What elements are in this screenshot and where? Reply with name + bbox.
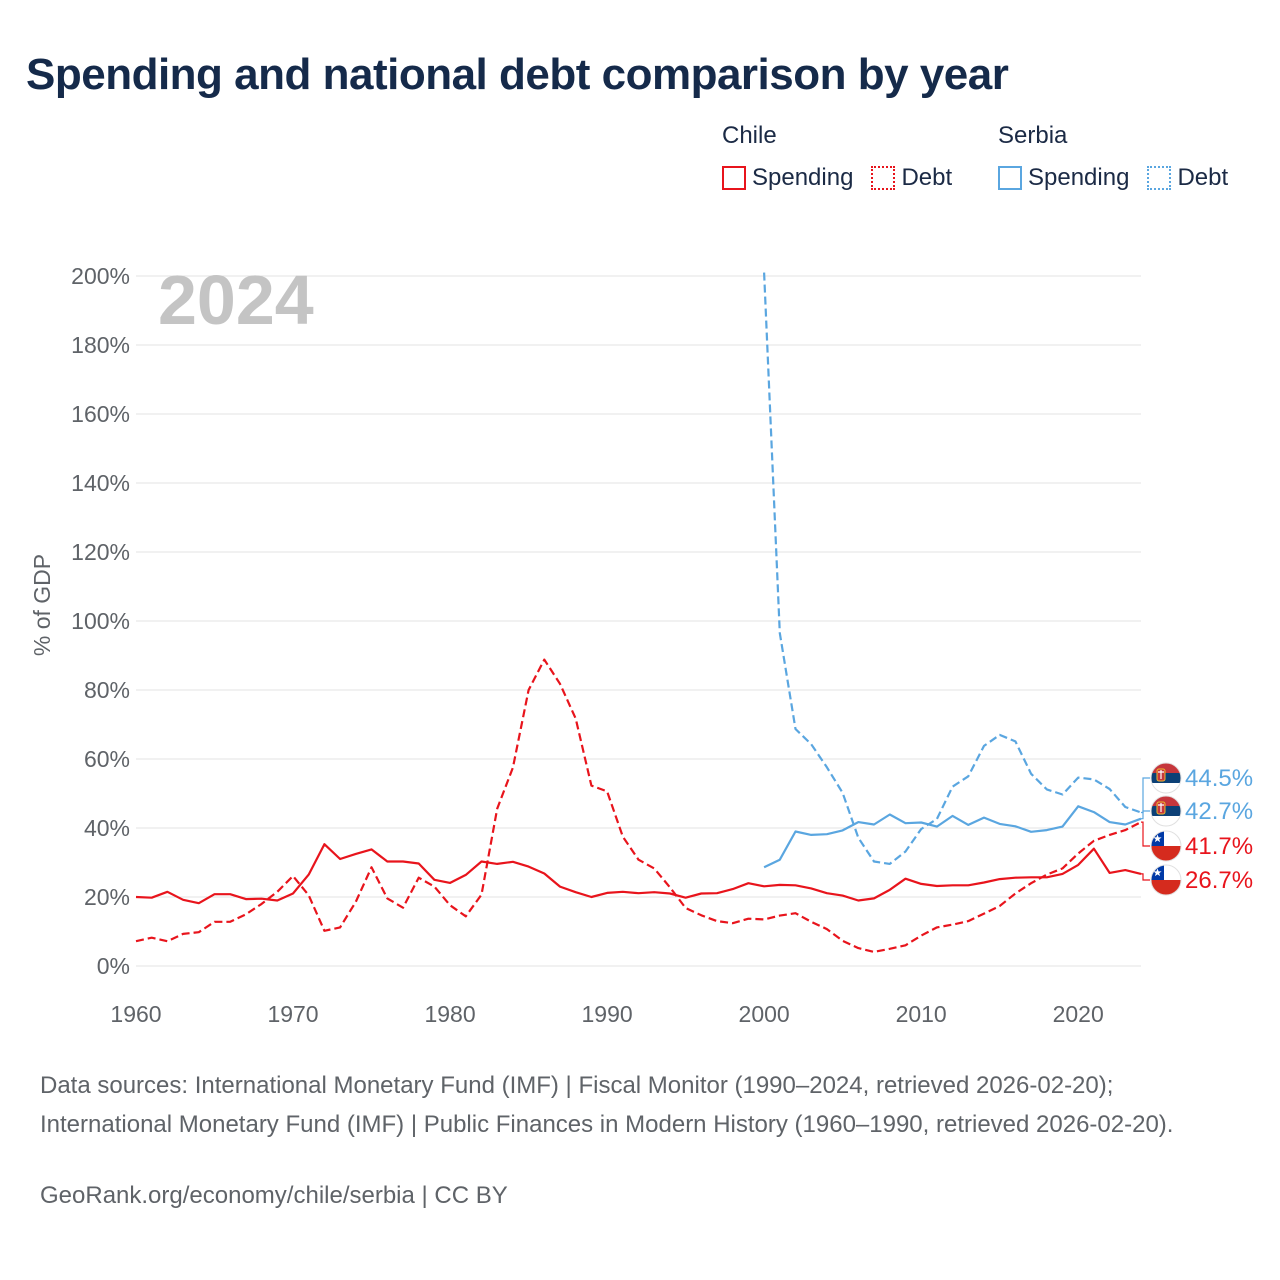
legend-swatch-solid-icon [998, 166, 1022, 190]
y-tick-label: 80% [84, 677, 130, 703]
end-value-label: 44.5% [1185, 765, 1253, 792]
legend-chile-spending[interactable]: Spending [722, 164, 853, 192]
x-tick-label: 1980 [424, 1001, 475, 1027]
x-tick-label: 2020 [1053, 1001, 1104, 1027]
end-value-label: 42.7% [1185, 798, 1253, 825]
chart-title: Spending and national debt comparison by… [26, 50, 1009, 99]
serbia-flag-icon [1150, 762, 1182, 794]
y-tick-label: 140% [71, 470, 130, 496]
x-tick-label: 2010 [896, 1001, 947, 1027]
y-tick-label: 0% [97, 953, 130, 979]
legend-serbia-debt[interactable]: Debt [1147, 164, 1228, 192]
y-tick-label: 40% [84, 815, 130, 841]
y-tick-label: 160% [71, 401, 130, 427]
year-watermark: 2024 [158, 261, 314, 339]
x-tick-label: 1990 [582, 1001, 633, 1027]
label-connector [1141, 810, 1150, 820]
x-tick-label: 1960 [110, 1001, 161, 1027]
series-line-chile-debt [135, 658, 1142, 954]
footer-credit[interactable]: GeoRank.org/economy/chile/serbia | CC BY [40, 1182, 508, 1209]
legend-serbia: Serbia Spending Debt [998, 122, 1228, 192]
legend-label: Debt [901, 164, 953, 191]
series-line-serbia-debt [763, 272, 1142, 866]
label-connector [1141, 821, 1150, 847]
legend-country-serbia: Serbia [998, 122, 1068, 149]
x-tick-label: 2000 [739, 1001, 790, 1027]
x-tick-label: 1970 [267, 1001, 318, 1027]
y-axis-label: % of GDP [29, 554, 55, 656]
legend-swatch-dotted-icon [871, 166, 896, 190]
y-tick-label: 120% [71, 539, 130, 565]
chile-flag-icon [1150, 864, 1182, 896]
label-connector [1141, 873, 1150, 881]
y-tick-label: 180% [71, 332, 130, 358]
y-tick-label: 100% [71, 608, 130, 634]
legend-label: Debt [1177, 164, 1229, 191]
legend-chile: Chile Spending Debt [722, 122, 970, 192]
legend-label: Spending [752, 164, 854, 191]
serbia-flag-icon [1150, 795, 1182, 827]
legend-swatch-dotted-icon [1147, 166, 1172, 190]
legend-serbia-spending[interactable]: Spending [998, 164, 1129, 192]
y-tick-label: 60% [84, 746, 130, 772]
chile-flag-icon [1150, 830, 1182, 862]
data-sources: Data sources: International Monetary Fun… [40, 1072, 1174, 1138]
y-tick-label: 200% [71, 263, 130, 289]
legend-chile-debt[interactable]: Debt [871, 164, 952, 192]
legend-swatch-solid-icon [722, 166, 746, 190]
y-tick-label: 20% [84, 884, 130, 910]
end-value-label: 41.7% [1185, 833, 1253, 860]
end-value-label: 26.7% [1185, 867, 1253, 894]
label-connector [1141, 777, 1150, 814]
series-line-chile-spending [135, 843, 1142, 905]
legend-label: Spending [1028, 164, 1130, 191]
line-chart: 2024 0% 20% 40% 60% 80% 100% 120% 140% 160% 180% 2… [29, 261, 1253, 1027]
series-line-serbia-spending [763, 805, 1142, 869]
legend-country-chile: Chile [722, 122, 777, 149]
